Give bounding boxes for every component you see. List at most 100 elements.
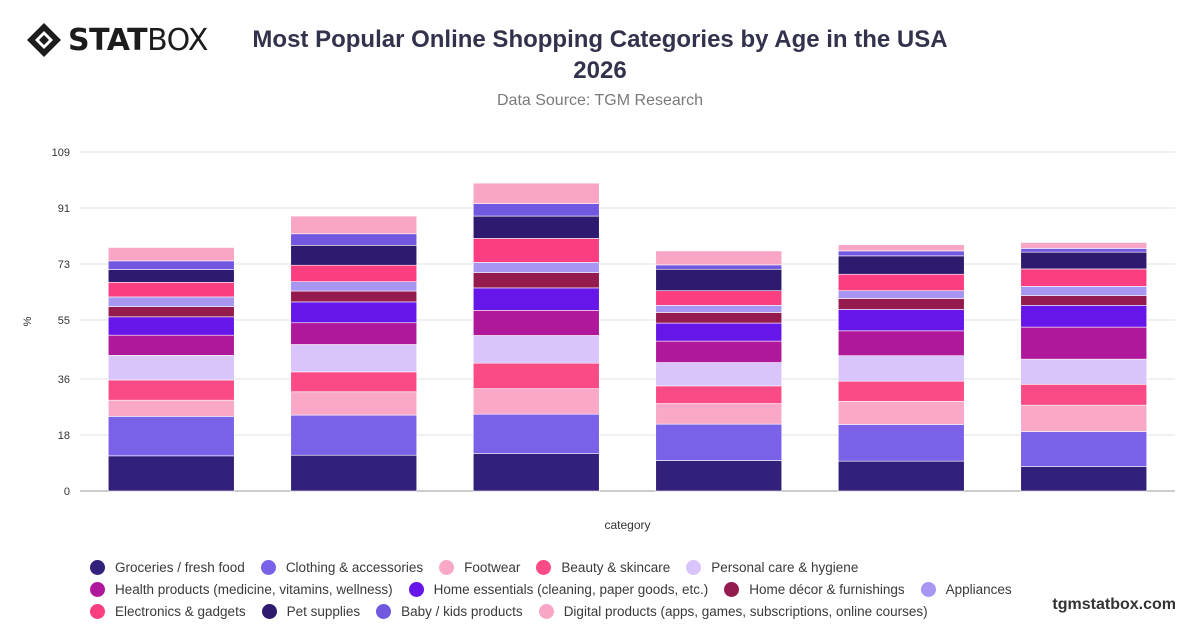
bar-segment	[655, 268, 783, 292]
bar-segment	[1020, 295, 1148, 306]
y-tick-label: 73	[58, 259, 70, 271]
bar-segment	[290, 245, 418, 266]
bar-segment	[655, 312, 783, 324]
legend-item: Beauty & skincare	[536, 556, 670, 578]
legend-label: Beauty & skincare	[561, 559, 671, 575]
bar-segment	[472, 453, 600, 492]
legend-label: Home décor & furnishings	[749, 581, 905, 597]
bar-segment	[290, 281, 418, 292]
bar-segment	[1020, 358, 1148, 385]
bar-segment	[1020, 268, 1148, 287]
legend-dot-icon	[408, 581, 424, 597]
legend-dot-icon	[261, 603, 277, 619]
bar-segment	[1020, 384, 1148, 406]
bar-segment	[655, 250, 783, 266]
bar-segment	[107, 316, 235, 336]
bar-segment	[837, 309, 965, 332]
legend-item: Baby / kids products	[376, 600, 523, 622]
bar-segment	[837, 460, 965, 492]
bar-segment	[290, 215, 418, 235]
bar-segment	[472, 362, 600, 389]
bar-segment	[472, 335, 600, 364]
bar-segment	[1020, 466, 1148, 492]
bar-segment	[107, 455, 235, 492]
bar-segment	[655, 385, 783, 404]
bar-segment	[107, 306, 235, 318]
bar-segment	[290, 322, 418, 345]
bar-segment	[655, 340, 783, 363]
bar-segment	[1020, 326, 1148, 360]
legend-dot-icon	[90, 581, 105, 597]
bar-segment	[472, 272, 600, 289]
bar-segment	[655, 460, 783, 492]
watermark: tgmstatbox.com	[1052, 596, 1176, 613]
bar-segment	[655, 305, 783, 313]
bar-segment	[472, 182, 600, 204]
legend-dot-icon	[724, 581, 740, 597]
bar-segment	[472, 215, 600, 239]
y-tick-label: 36	[58, 374, 70, 386]
bar-segment	[837, 250, 965, 257]
bar-segment	[1020, 251, 1148, 270]
bar-segment	[290, 454, 418, 492]
bar-segment	[107, 334, 235, 356]
diamond-logo-icon	[27, 23, 61, 57]
bar-segment	[472, 310, 600, 336]
bar-segment	[837, 273, 965, 292]
bar-segment	[107, 260, 235, 270]
y-tick-label: 55	[58, 315, 70, 327]
legend-dot-icon	[260, 559, 276, 575]
bar-segment	[1020, 248, 1148, 253]
logo-wordmark: STATBOX	[68, 22, 208, 58]
bar-segment	[1020, 242, 1148, 249]
legend-dot-icon	[90, 603, 105, 619]
legend-item: Digital products (apps, games, subscript…	[538, 600, 928, 622]
y-tick-label: 18	[58, 430, 70, 442]
bar-segment	[290, 264, 418, 282]
legend-label: Electronics & gadgets	[115, 603, 246, 619]
bar-segment	[1020, 286, 1148, 296]
legend-label: Footwear	[464, 559, 521, 575]
legend-label: Clothing & accessories	[285, 559, 424, 575]
stacked-bar-chart: 0 18 36 55 73 91 109% category	[22, 147, 1175, 532]
legend-item: Electronics & gadgets	[90, 600, 246, 622]
chart-title: Most Popular Online Shopping Categories …	[252, 26, 948, 84]
legend-label: Groceries / fresh food	[115, 559, 245, 575]
bar-segment	[472, 203, 600, 217]
y-tick-label: 91	[58, 203, 70, 215]
legend-dot-icon	[686, 559, 702, 575]
bar-segment	[655, 264, 783, 270]
legend-item: Pet supplies	[261, 600, 361, 622]
legend-dot-icon	[536, 559, 552, 575]
bar-segment	[290, 233, 418, 246]
legend-label: Pet supplies	[286, 603, 361, 619]
legend-item: Home essentials (cleaning, paper goods, …	[408, 578, 708, 600]
bar-segment	[472, 238, 600, 263]
legend-item: Home décor & furnishings	[724, 578, 905, 600]
chart-subtitle: Data Source: TGM Research	[496, 92, 703, 109]
bar-segment	[655, 290, 783, 306]
bar-segment	[837, 330, 965, 357]
bar-segment	[107, 247, 235, 262]
bar-segment	[107, 416, 235, 457]
legend-label: Personal care & hygiene	[711, 559, 859, 575]
bar-segment	[837, 290, 965, 299]
bar-segment	[107, 399, 235, 417]
bar-segment	[1020, 305, 1148, 328]
legend-item: Clothing & accessories	[260, 556, 424, 578]
legend-label: Appliances	[945, 581, 1012, 597]
bar-segment	[472, 287, 600, 311]
legend-item: Footwear	[439, 556, 520, 578]
statbox-logo: STATBOX	[26, 22, 208, 58]
bar-segment	[107, 269, 235, 283]
bar-segment	[290, 301, 418, 324]
bar-segment	[837, 424, 965, 462]
bar-segment	[837, 401, 965, 425]
legend-item: Personal care & hygiene	[686, 556, 858, 578]
legend-dot-icon	[538, 603, 554, 619]
bar-segment	[837, 244, 965, 252]
bar-segment	[655, 403, 783, 425]
y-tick-label: 0	[64, 486, 70, 498]
bar-segment	[472, 262, 600, 273]
legend-item: Health products (medicine, vitamins, wel…	[90, 578, 393, 600]
